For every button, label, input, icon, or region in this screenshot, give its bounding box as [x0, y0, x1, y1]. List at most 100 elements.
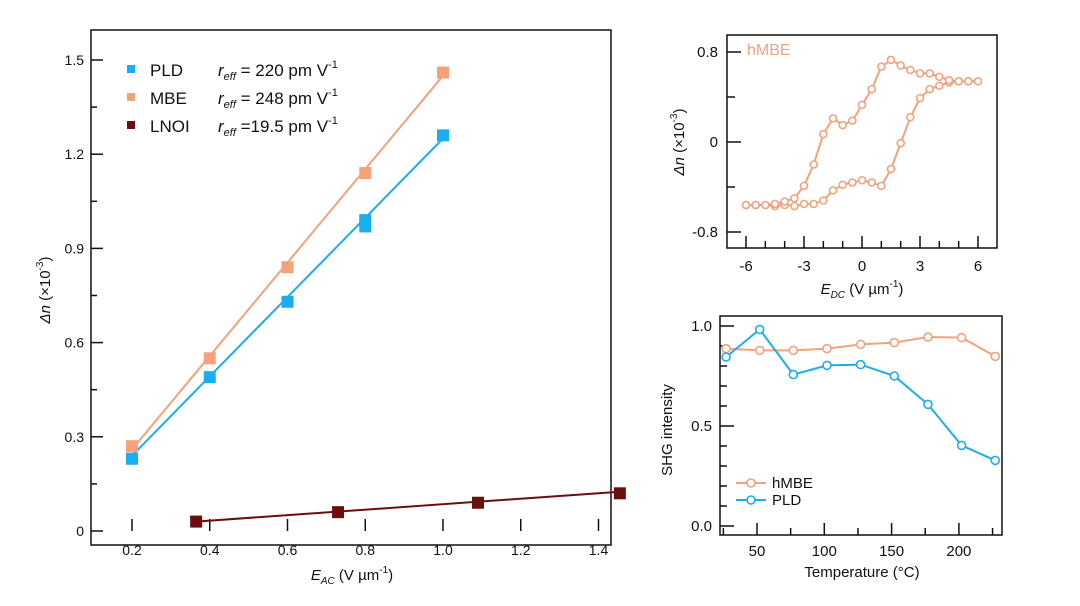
legend-reff-value: reff = 248 pm V-1 [218, 87, 338, 111]
data-point-hmbe [896, 138, 905, 148]
data-point-hmbe [741, 200, 751, 210]
x-tick-label: 0.6 [278, 542, 298, 558]
shg-x-axis-label: Temperature (°C) [804, 564, 919, 581]
data-point-hmbe [990, 351, 1001, 362]
y-tick-label: -0.8 [692, 224, 718, 241]
hysteresis-x-axis-label: EDC (V µm-1) [821, 279, 904, 301]
data-point-hmbe [867, 84, 876, 94]
data-point-hmbe [838, 120, 847, 130]
hysteresis-annotation: hMBE [747, 42, 791, 59]
data-point-hmbe [857, 175, 867, 185]
data-point-pld [990, 455, 1001, 466]
data-point-pld [126, 452, 138, 465]
data-point-hmbe [848, 178, 857, 187]
y-tick-label: 0.3 [65, 429, 85, 445]
x-tick-label: 0.8 [356, 542, 376, 558]
data-point-hmbe [828, 114, 838, 123]
data-point-lnoi [332, 506, 345, 519]
data-point-hmbe [935, 81, 944, 91]
data-point-hmbe [721, 343, 731, 354]
data-point-hmbe [915, 93, 925, 103]
data-point-hmbe [935, 72, 944, 82]
data-point-hmbe [896, 61, 905, 70]
data-point-lnoi [471, 496, 484, 509]
x-tick-label: -6 [739, 258, 752, 275]
data-point-pld [754, 324, 765, 335]
legend-reff-value: reff = 220 pm V-1 [218, 59, 338, 83]
data-point-hmbe [923, 332, 933, 342]
y-tick-label: 0 [710, 134, 718, 151]
data-point-hmbe [761, 200, 770, 210]
main-plot-frame [90, 29, 612, 546]
data-point-hmbe [925, 84, 934, 94]
data-point-hmbe [838, 180, 847, 190]
main-y-axis-label: Δn (×10-3) [35, 257, 54, 325]
legend-marker-lnoi [127, 121, 135, 129]
data-point-pld [923, 399, 933, 410]
y-tick-label: 1.2 [65, 146, 85, 162]
data-point-hmbe [954, 76, 963, 86]
data-point-hmbe [799, 181, 809, 191]
data-point-hmbe [809, 199, 818, 209]
x-tick-label: 100 [812, 543, 837, 560]
x-tick-label: 6 [974, 258, 982, 275]
data-point-hmbe [855, 339, 866, 350]
data-point-hmbe [906, 65, 915, 75]
data-point-pld [359, 214, 372, 227]
data-point-hmbe [925, 69, 934, 78]
data-point-pld [822, 360, 832, 371]
data-point-mbe [126, 440, 138, 453]
x-tick-label: 3 [916, 258, 924, 275]
y-tick-label: 0 [76, 523, 84, 539]
y-tick-label: 0.5 [691, 418, 712, 435]
data-point-mbe [359, 167, 372, 180]
x-tick-label: 0.2 [122, 542, 142, 558]
x-tick-label: 1.0 [433, 542, 453, 558]
data-point-hmbe [944, 75, 954, 85]
main-legend: PLD reff = 220 pm V-1 MBE reff = 248 pm V-1… [127, 59, 338, 139]
data-point-hmbe [788, 345, 799, 356]
data-point-hmbe [877, 62, 886, 71]
data-point-hmbe [751, 200, 760, 210]
data-point-hmbe [822, 343, 832, 354]
x-tick-label: 50 [749, 543, 766, 560]
y-tick-label: 1.0 [691, 318, 712, 335]
data-point-hmbe [906, 112, 915, 122]
y-tick-label: 0.6 [65, 335, 85, 351]
x-tick-label: 200 [946, 543, 971, 560]
data-point-hmbe [877, 181, 886, 191]
legend-marker-mbe [127, 93, 135, 101]
data-point-hmbe [964, 76, 973, 86]
x-tick-label: 1.2 [511, 542, 531, 558]
data-point-pld [203, 371, 216, 384]
hysteresis-panel: -6 -3 0 3 6 -0.8 0 0.8 hMBE EDC (V µm-1) Δn (×1… [669, 34, 998, 301]
data-point-hmbe [973, 76, 983, 86]
data-point-mbe [203, 352, 216, 365]
data-point-hmbe [799, 199, 809, 209]
data-point-hmbe [754, 345, 765, 356]
legend-marker-pld [746, 495, 756, 505]
data-point-lnoi [190, 515, 203, 528]
y-tick-label: 0.0 [691, 518, 712, 535]
legend-marker-hmbe [746, 478, 756, 488]
legend-label: LNOI [150, 117, 190, 136]
data-point-hmbe [867, 178, 876, 187]
data-point-hmbe [886, 55, 896, 65]
y-tick-label: 0.9 [65, 240, 85, 256]
data-point-hmbe [828, 186, 838, 195]
x-tick-label: 0.4 [200, 542, 220, 558]
x-tick-label: 0 [858, 258, 866, 275]
data-point-hmbe [915, 69, 925, 78]
data-point-mbe [281, 261, 294, 274]
data-point-pld [437, 129, 449, 142]
data-point-mbe [437, 66, 449, 79]
data-point-pld [281, 295, 294, 308]
main-x-axis-label: EAC (V µm-1) [311, 565, 393, 587]
legend-marker-pld [127, 65, 135, 73]
data-point-hmbe [770, 199, 780, 209]
data-point-pld [956, 440, 967, 451]
data-point-hmbe [956, 332, 967, 343]
